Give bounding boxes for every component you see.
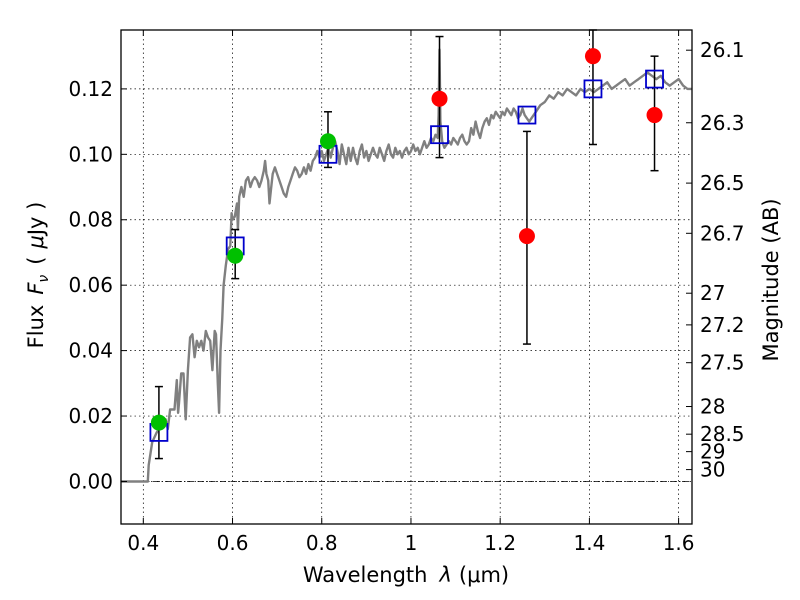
ticks-layer [121,30,692,524]
right-tick-label: 28.5 [700,422,745,446]
y-tick-label: 0.10 [68,142,113,166]
right-tick-label: 26.5 [700,171,745,195]
x-tick-label: 1.4 [573,531,605,555]
y-axis-title-unit-open: ( [24,257,48,265]
y-axis-title-subscript: ν [36,275,52,283]
points-layer [149,48,664,442]
y-tick-label: 0.00 [68,469,113,493]
x-axis-title-symbol: λ [438,563,451,587]
y-axis-title-unit-rest: Jy ) [24,202,48,238]
y-tick-label: 0.04 [68,339,113,363]
x-axis-title-main: Wavelength [303,563,428,587]
x-tick-label: 0.4 [127,531,159,555]
detected-point [150,414,167,431]
x-axis-title: Wavelength λ (μm) [303,563,509,587]
right-tick-label: 27 [700,281,725,305]
right-axis-title: Magnitude (AB) [759,198,783,361]
y-tick-label: 0.08 [68,208,113,232]
x-tick-label: 1.2 [484,531,516,555]
right-tick-label: 27.5 [700,351,745,375]
x-axis-title-unit: (μm) [459,563,509,587]
right-tick-label: 30 [700,458,725,482]
x-tick-label: 0.8 [306,531,338,555]
y-axis-title: Flux Fν ( μJy ) [24,202,52,349]
right-tick-label: 28 [700,395,725,419]
red-point [584,48,601,65]
right-tick-label: 26.1 [700,38,745,62]
y-tick-label: 0.02 [68,404,113,428]
model-square-point [430,125,449,145]
x-tick-label: 1 [405,531,418,555]
y-axis-title-unit-mu: μ [24,235,48,249]
model-square-point [645,69,664,89]
red-point [518,228,535,245]
red-point [431,90,448,107]
right-tick-label: 26.7 [700,221,745,245]
x-tick-label: 1.6 [663,531,695,555]
right-tick-label: 27.2 [700,313,745,337]
plot-frame [120,29,693,525]
detected-point [227,247,244,264]
y-axis-title-symbol: F [24,282,48,295]
right-tick-label: 26.3 [700,111,745,135]
y-tick-label: 0.12 [68,77,113,101]
detected-point [319,133,336,150]
y-axis-title-main: Flux [24,305,48,349]
y-tick-labels: 0.00 0.02 0.04 0.06 0.08 0.10 0.12 [68,77,113,494]
y-tick-label: 0.06 [68,273,113,297]
grid [121,30,692,524]
model-square-point [517,105,537,125]
x-tick-label: 0.6 [217,531,249,555]
red-point [646,107,663,124]
x-tick-labels: 0.4 0.6 0.8 1 1.2 1.4 1.6 [127,531,694,555]
right-tick-label: 29 [700,440,725,464]
spectrum-line [121,48,692,483]
model-square-point [583,79,603,99]
spectrum-layer [121,48,692,483]
